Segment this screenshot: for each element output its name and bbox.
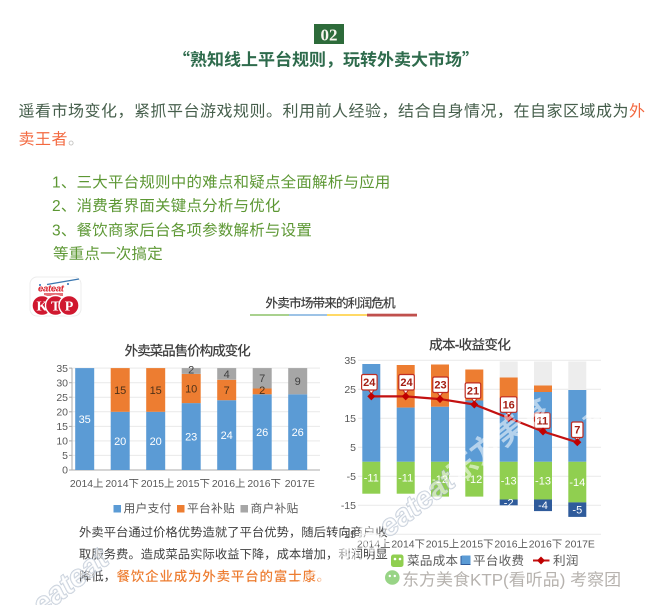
svg-text:7: 7 [224, 385, 230, 397]
svg-text:-11: -11 [364, 473, 379, 485]
svg-text:-12: -12 [432, 474, 448, 486]
svg-text:P: P [65, 300, 74, 315]
svg-text:2014: 2014 [105, 479, 128, 490]
svg-text:20: 20 [56, 406, 68, 418]
svg-text:15: 15 [56, 421, 68, 433]
svg-text:35: 35 [344, 355, 356, 367]
svg-text:5: 5 [62, 450, 68, 462]
svg-text:21: 21 [467, 385, 479, 397]
svg-text:-: - [455, 338, 460, 353]
svg-text:2016: 2016 [247, 479, 270, 490]
svg-text:-5: -5 [572, 505, 582, 517]
svg-text:15: 15 [150, 385, 162, 397]
svg-text:10: 10 [56, 436, 68, 448]
svg-text:23: 23 [185, 431, 197, 443]
svg-text:2015: 2015 [176, 479, 199, 490]
svg-text:02: 02 [321, 25, 338, 44]
svg-text:11: 11 [536, 415, 548, 427]
svg-text:-4: -4 [538, 500, 548, 512]
svg-text:23: 23 [434, 380, 446, 392]
svg-text:7: 7 [574, 425, 580, 437]
svg-text:2: 2 [52, 198, 61, 215]
svg-text:-13: -13 [535, 476, 551, 488]
svg-text:3: 3 [52, 223, 61, 240]
svg-text:-13: -13 [501, 476, 517, 488]
svg-text:2015: 2015 [426, 540, 449, 551]
svg-text:2014: 2014 [391, 540, 414, 551]
svg-text:15: 15 [344, 413, 356, 425]
svg-text:5: 5 [350, 442, 356, 454]
svg-text:16: 16 [503, 399, 515, 411]
svg-text:24: 24 [363, 377, 376, 389]
svg-text:): ) [560, 571, 570, 590]
svg-text:2014: 2014 [70, 479, 93, 490]
svg-text:9: 9 [295, 376, 301, 388]
svg-text:-12: -12 [466, 474, 482, 486]
svg-text:20: 20 [114, 436, 126, 448]
svg-text:10: 10 [185, 383, 197, 395]
svg-text:-2: -2 [504, 497, 514, 509]
svg-text:KTP(: KTP( [470, 571, 509, 590]
svg-text:30: 30 [56, 377, 68, 389]
svg-text:7: 7 [259, 373, 265, 385]
svg-text:-14: -14 [569, 477, 585, 489]
svg-text:2017E: 2017E [565, 540, 595, 551]
svg-text:2016: 2016 [212, 479, 235, 490]
svg-text:-25: -25 [341, 529, 356, 541]
svg-text:-15: -15 [341, 500, 356, 512]
svg-text:eateat: eateat [38, 284, 65, 295]
svg-text:20: 20 [150, 436, 162, 448]
svg-text:35: 35 [79, 414, 91, 426]
svg-text:2017E: 2017E [285, 479, 315, 490]
svg-text:T: T [51, 300, 61, 315]
svg-text:26: 26 [292, 427, 304, 439]
svg-text:2016: 2016 [529, 540, 552, 551]
svg-text:-5: -5 [347, 471, 356, 483]
svg-text:24: 24 [400, 377, 413, 389]
svg-text:4: 4 [224, 369, 230, 381]
svg-text:2015: 2015 [460, 540, 483, 551]
svg-text:35: 35 [56, 363, 68, 375]
svg-text:26: 26 [256, 427, 268, 439]
svg-text:15: 15 [114, 385, 126, 397]
svg-text:25: 25 [344, 384, 356, 396]
svg-text:2: 2 [188, 365, 194, 377]
svg-text:2: 2 [259, 385, 265, 397]
svg-text:K: K [37, 300, 48, 315]
svg-text:24: 24 [221, 430, 233, 442]
svg-text:1: 1 [52, 175, 61, 192]
svg-text:0: 0 [62, 465, 68, 477]
svg-text:-11: -11 [398, 473, 413, 485]
svg-text:2015: 2015 [141, 479, 164, 490]
svg-text:25: 25 [56, 392, 68, 404]
svg-text:2016: 2016 [494, 540, 517, 551]
